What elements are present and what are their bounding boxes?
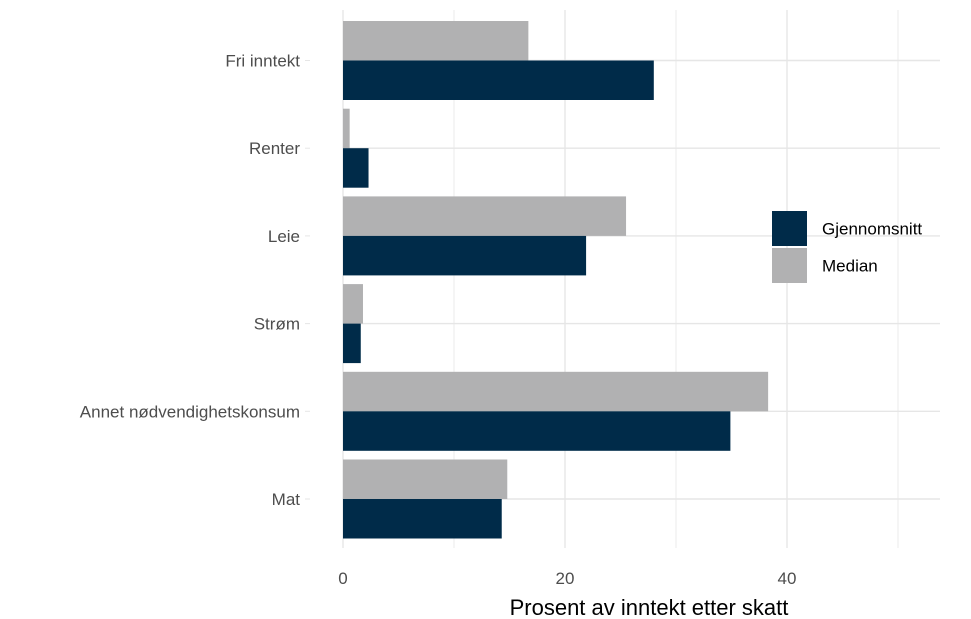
y-tick-label: Renter [249,139,300,158]
x-axis-tick-labels: 0 20 40 [338,569,796,588]
bar-median-mat [343,459,508,499]
bar-median-annet-nodvendighetskonsum [343,371,769,412]
bar-gjennomsnitt-fri-inntekt [343,60,654,100]
bar-median-fri-inntekt [343,21,529,61]
bar-gjennomsnitt-mat [343,499,502,539]
bar-gjennomsnitt-annet-nodvendighetskonsum [343,411,731,451]
y-tick-label: Annet nødvendighetskonsum [80,402,300,421]
y-tick-label: Fri inntekt [225,52,300,71]
x-tick-label: 0 [338,569,347,588]
y-tick-label: Strøm [254,315,300,334]
legend-key-median [772,248,807,283]
legend: Gjennomsnitt Median [772,211,922,283]
legend-label-gjennomsnitt: Gjennomsnitt [822,220,922,239]
y-tick-label: Mat [272,490,301,509]
legend-label-median: Median [822,257,878,276]
bar-gjennomsnitt-leie [343,235,587,276]
y-tick-label: Leie [268,227,300,246]
x-axis-title: Prosent av inntekt etter skatt [510,595,789,619]
bar-median-strom [343,284,363,324]
x-tick-label: 40 [778,569,797,588]
bar-gjennomsnitt-strom [343,323,361,364]
bar-median-leie [343,196,627,236]
bar-gjennomsnitt-renter [343,148,369,188]
bar-median-renter [343,108,350,149]
x-tick-label: 20 [556,569,575,588]
y-axis-tick-labels: Fri inntekt Renter Leie Strøm Annet nødvendi… [80,52,310,509]
legend-key-gjennomsnitt [772,211,807,246]
bars [343,21,769,539]
